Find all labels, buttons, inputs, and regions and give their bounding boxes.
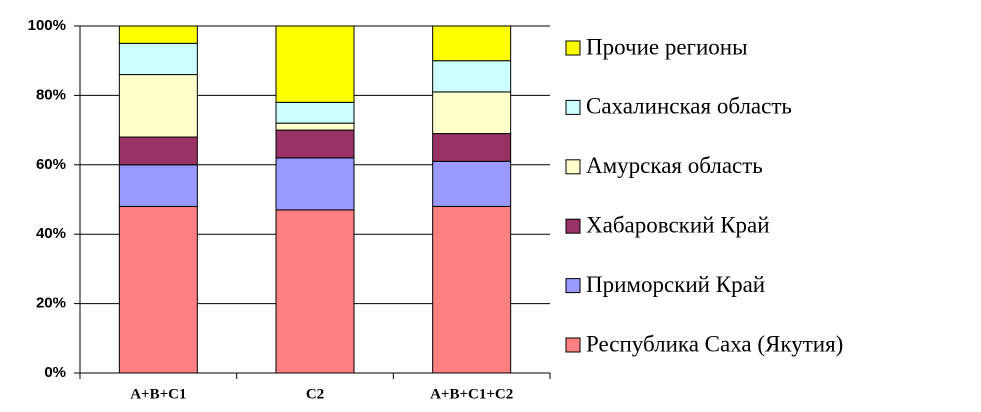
bar-segment xyxy=(432,60,512,93)
bar-segment xyxy=(432,133,512,162)
bar-segment xyxy=(275,209,355,374)
legend-swatch xyxy=(565,337,581,353)
bar-segment xyxy=(118,42,198,76)
y-tick-label: 60% xyxy=(36,156,66,173)
x-tick-label: A+B+C1 xyxy=(130,386,186,402)
legend-label: Республика Саха (Якутия) xyxy=(586,331,843,356)
bar-segment xyxy=(118,205,198,374)
bar-segment xyxy=(275,129,355,159)
y-tick-label: 0% xyxy=(44,364,66,381)
bar-segment xyxy=(118,164,198,207)
y-tick-label: 20% xyxy=(36,295,66,312)
bar-segment xyxy=(275,157,355,211)
bar-segment xyxy=(432,25,512,62)
y-tick-label: 80% xyxy=(36,86,66,103)
bar-segment xyxy=(432,160,512,207)
bar-segment xyxy=(275,25,355,103)
x-tick-label: A+B+C1+C2 xyxy=(430,386,513,402)
legend-label: Хабаровский Край xyxy=(586,212,770,237)
legend-swatch xyxy=(565,159,581,175)
legend-swatch xyxy=(565,218,581,234)
y-tick-label: 40% xyxy=(36,225,66,242)
bar-segment xyxy=(432,205,512,374)
bar-segment xyxy=(118,74,198,138)
legend-label: Приморский Край xyxy=(586,272,765,297)
x-tick-label: C2 xyxy=(306,386,324,402)
legend-swatch xyxy=(565,99,581,115)
legend-label: Прочие регионы xyxy=(586,34,748,59)
bar-segment xyxy=(275,122,355,131)
bar-segment xyxy=(275,101,355,124)
bar-segment xyxy=(118,25,198,44)
bar-segment xyxy=(118,136,198,166)
legend-swatch xyxy=(565,278,581,294)
legend-label: Сахалинская область xyxy=(586,94,792,119)
y-tick-label: 100% xyxy=(28,17,66,34)
legend-swatch xyxy=(565,40,581,56)
legend-label: Амурская область xyxy=(586,153,763,178)
bar-segment xyxy=(432,91,512,135)
